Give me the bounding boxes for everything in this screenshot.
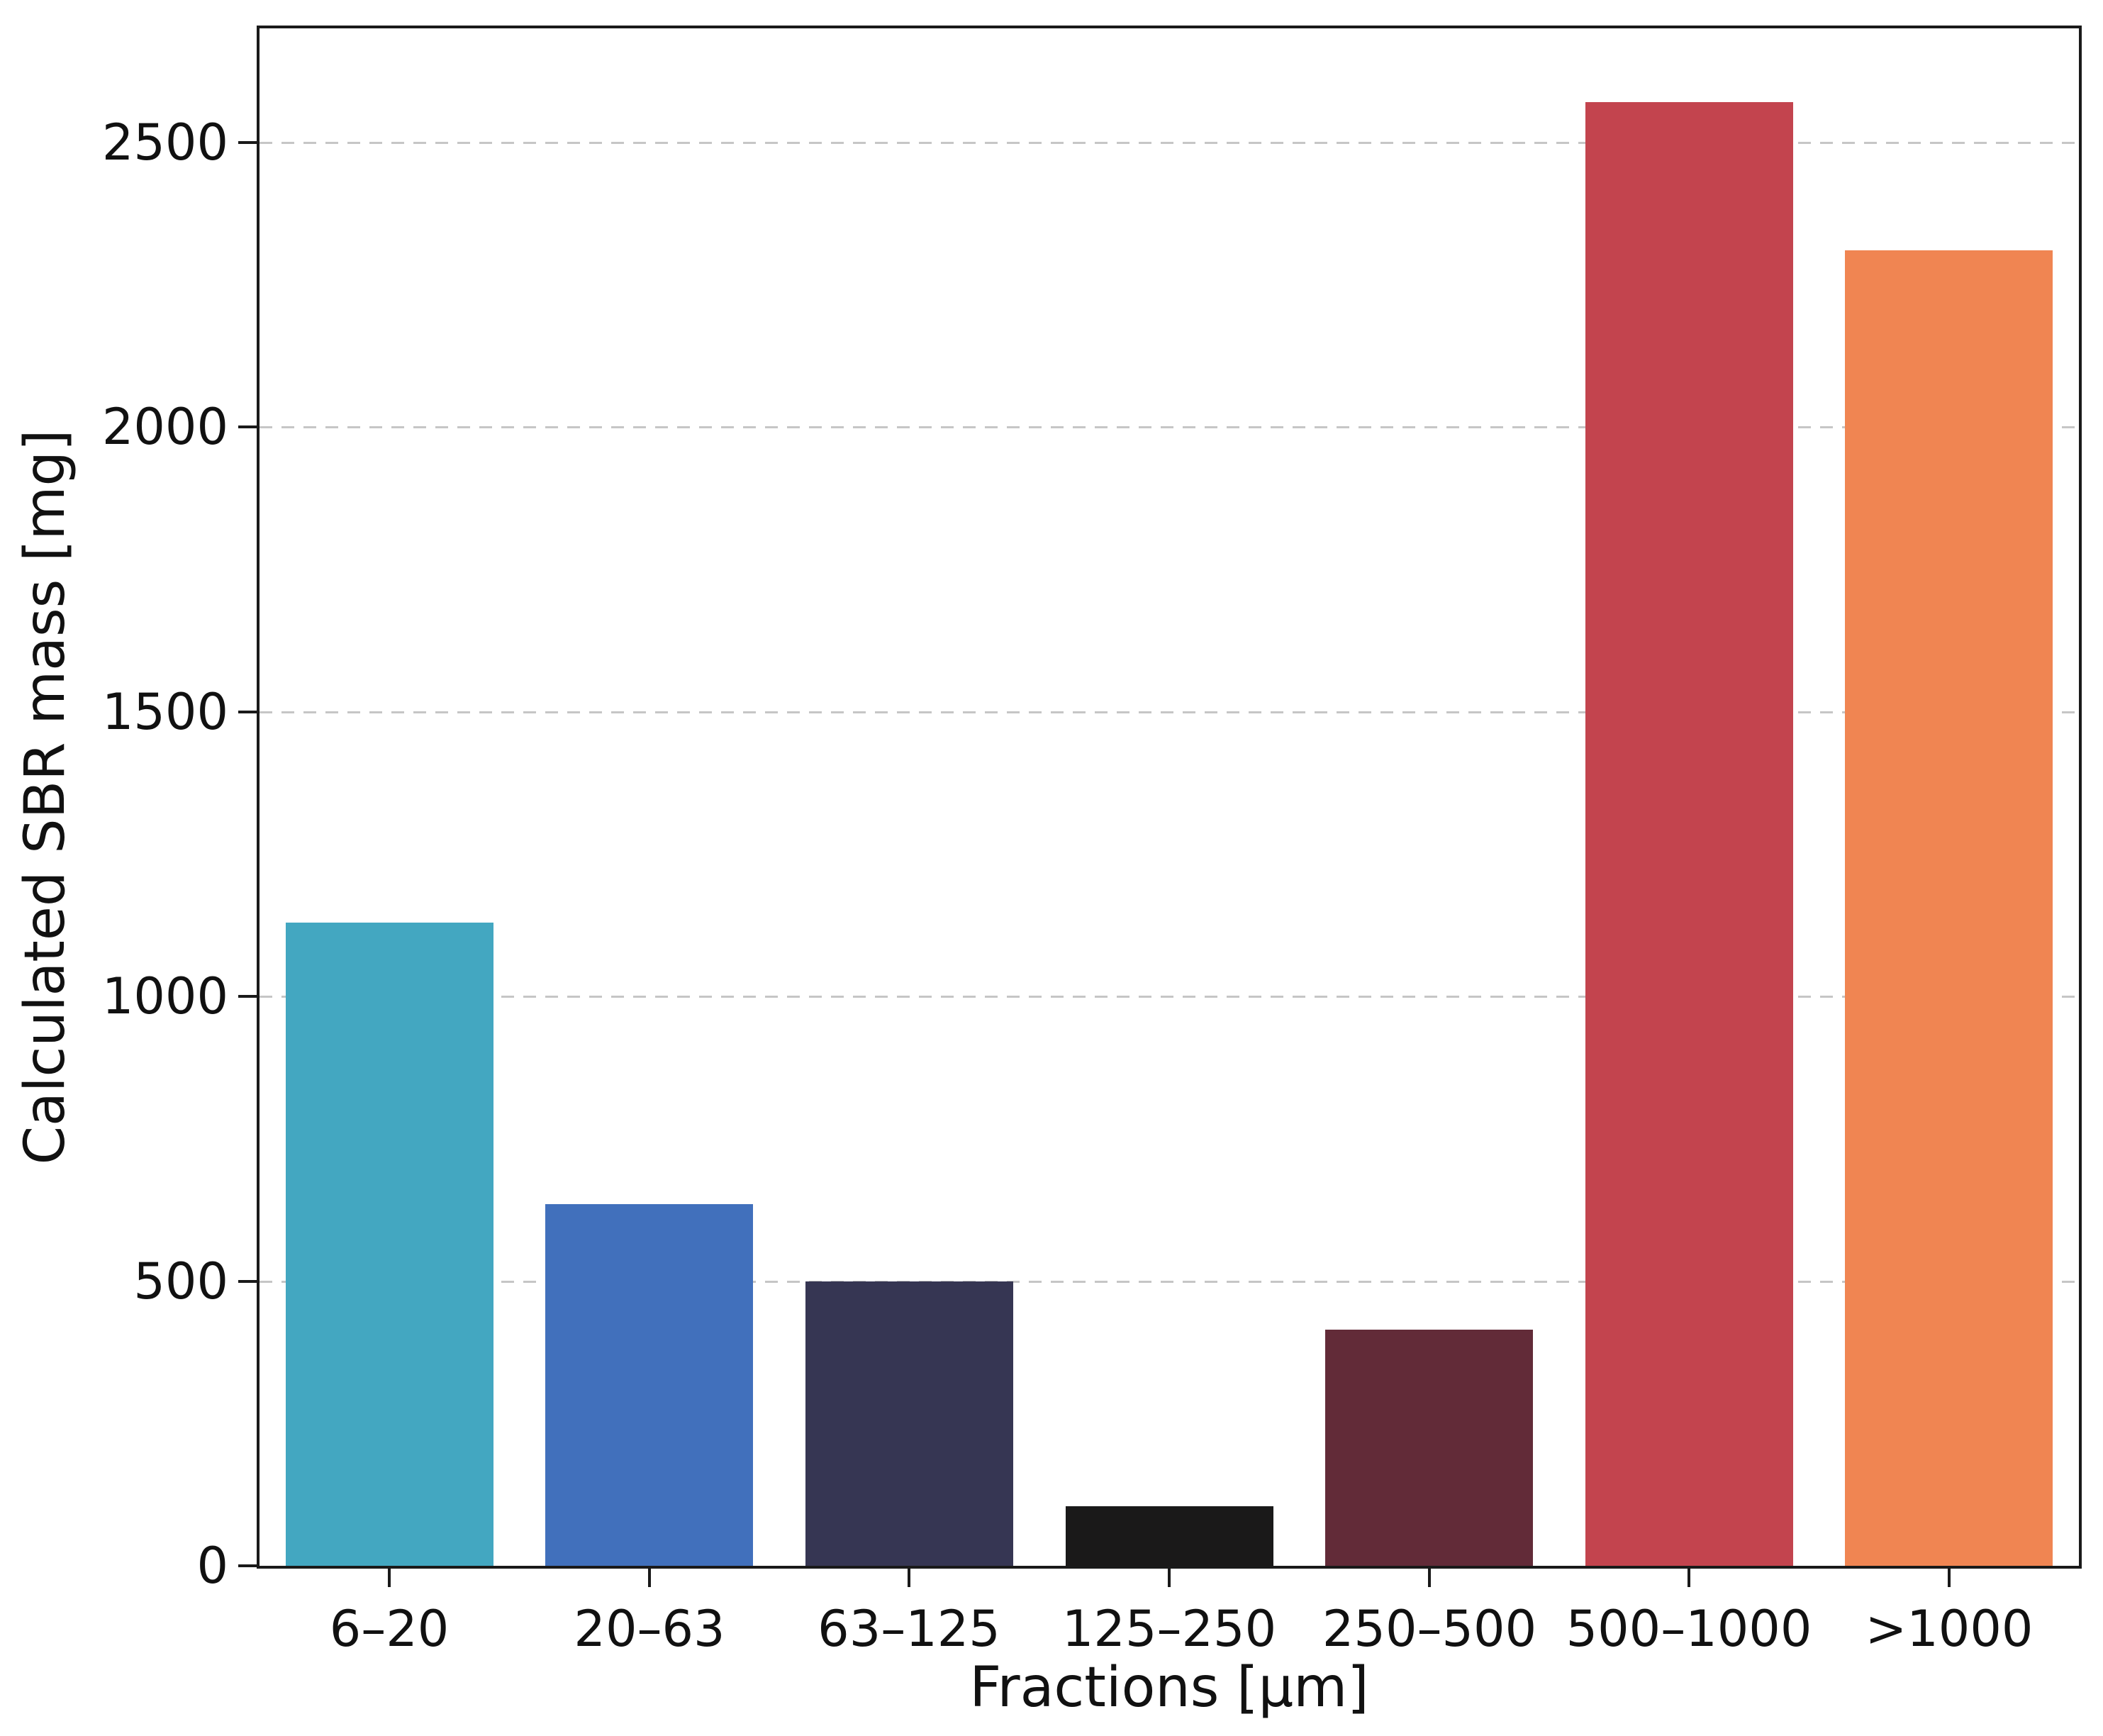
bar-6–20 — [286, 923, 493, 1566]
y-tick-mark-1500 — [238, 710, 257, 713]
gridline-y-1500 — [260, 711, 2079, 713]
y-tick-mark-1000 — [238, 995, 257, 998]
x-tick-label-125–250: 125–250 — [1061, 1600, 1277, 1658]
gridline-y-1000 — [260, 996, 2079, 998]
gridline-y-2000 — [260, 426, 2079, 429]
x-tick-mark-500–1000 — [1688, 1566, 1690, 1587]
bar-500–1000 — [1585, 102, 1793, 1566]
y-tick-label-0: 0 — [196, 1537, 228, 1595]
x-tick-label-20–63: 20–63 — [574, 1600, 725, 1658]
bar-125–250 — [1066, 1506, 1273, 1566]
x-tick-mark-63–125 — [908, 1566, 910, 1587]
y-tick-label-2500: 2500 — [101, 113, 228, 172]
x-tick-label-250–500: 250–500 — [1322, 1600, 1537, 1658]
y-tick-label-1000: 1000 — [101, 967, 228, 1026]
x-tick-label->1000: >1000 — [1865, 1600, 2034, 1658]
x-tick-label-63–125: 63–125 — [818, 1600, 1000, 1658]
gridline-y-2500 — [260, 141, 2079, 144]
bar-20–63 — [545, 1204, 753, 1566]
x-tick-mark-250–500 — [1428, 1566, 1431, 1587]
gridline-y-500 — [260, 1280, 2079, 1283]
x-tick-label-6–20: 6–20 — [329, 1600, 450, 1658]
plot-area: 0 500 1000 1500 2000 2500 6–20 20–63 63–125 125–2… — [102, 26, 2082, 1658]
x-axis-label: Fractions [μm] — [969, 1656, 1369, 1720]
x-tick-mark-20–63 — [648, 1566, 651, 1587]
bar-63–125 — [805, 1281, 1013, 1566]
y-tick-mark-500 — [238, 1279, 257, 1283]
y-tick-label-2000: 2000 — [101, 398, 228, 457]
bar->1000 — [1845, 250, 2053, 1566]
y-axis-label: Calculated SBR mass [mg] — [13, 429, 77, 1165]
x-tick-mark-125–250 — [1168, 1566, 1171, 1587]
y-tick-mark-2500 — [238, 140, 257, 144]
x-tick-mark->1000 — [1948, 1566, 1951, 1587]
y-tick-label-500: 500 — [133, 1252, 228, 1311]
y-tick-mark-2000 — [238, 425, 257, 429]
y-tick-mark-0 — [238, 1564, 257, 1567]
bar-250–500 — [1325, 1330, 1533, 1566]
y-tick-label-1500: 1500 — [101, 682, 228, 741]
x-tick-label-500–1000: 500–1000 — [1566, 1600, 1812, 1658]
x-tick-mark-6–20 — [388, 1566, 391, 1587]
